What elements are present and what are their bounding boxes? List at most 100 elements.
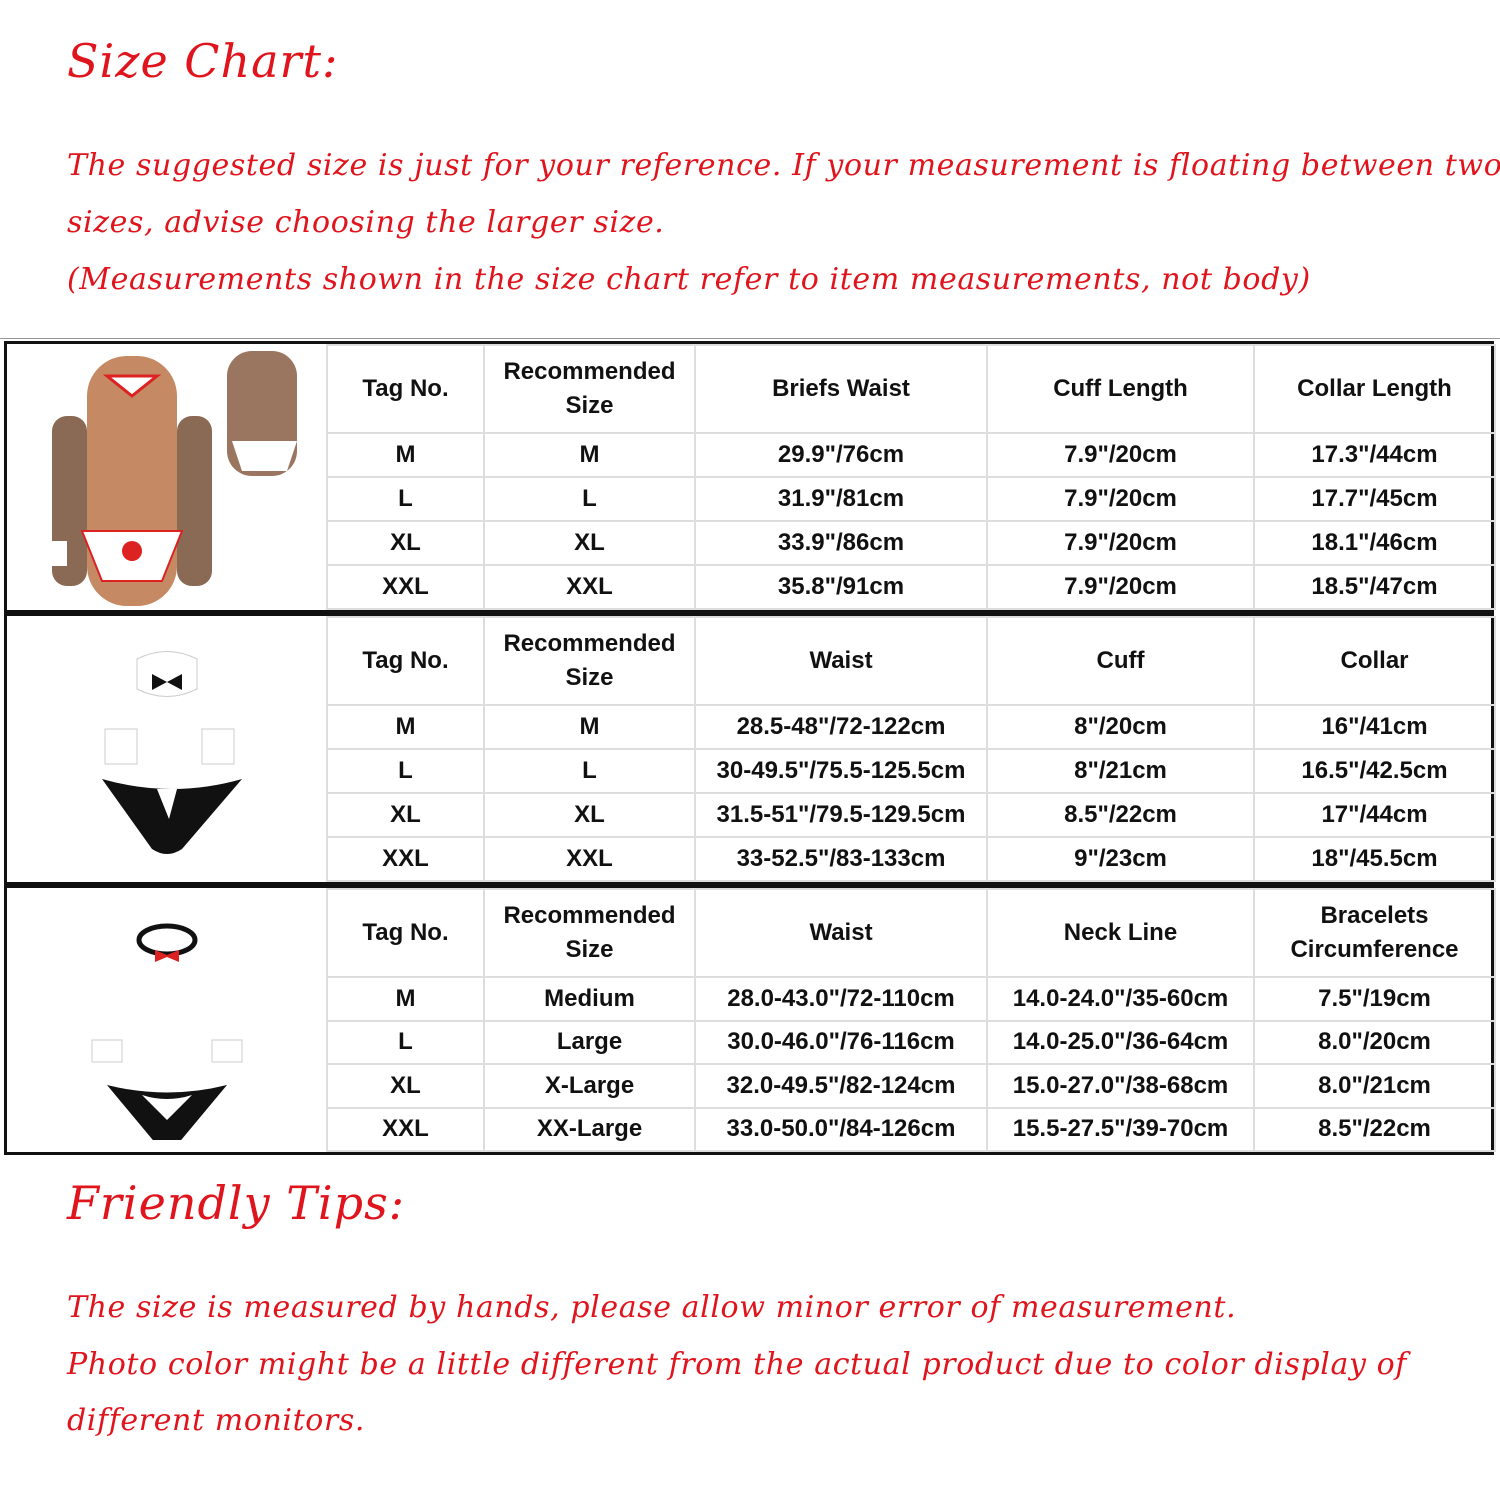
table-row: XXL XXL 33-52.5"/83-133cm 9"/23cm 18"/45.5cm <box>7 836 1496 882</box>
table-cell: 8.0"/20cm <box>1253 1019 1496 1065</box>
column-header: Collar <box>1253 616 1496 706</box>
header-row: Tag No. Recommended Size Waist Cuff Collar <box>7 616 1496 881</box>
table-cell: 7.9"/20cm <box>986 564 1255 610</box>
table-row: M Medium 28.0-43.0"/72-110cm 14.0-24.0"/35-… <box>7 976 1496 1022</box>
table-cell: 16"/41cm <box>1253 704 1496 750</box>
table-cell: 8.5"/22cm <box>1253 1106 1496 1152</box>
header-row: Tag No. Recommended Size Waist Neck Line Bra… <box>7 888 1496 1151</box>
table-cell: 7.9"/20cm <box>986 520 1255 566</box>
table-cell: 32.0-49.5"/82-124cm <box>694 1063 988 1109</box>
table-cell: 14.0-24.0"/35-60cm <box>986 976 1255 1022</box>
column-header: Briefs Waist <box>694 344 988 434</box>
table-cell: 28.0-43.0"/72-110cm <box>694 976 988 1022</box>
table-cell: XL <box>326 792 485 838</box>
table-cell: M <box>483 704 696 750</box>
table-cell: Large <box>483 1019 696 1065</box>
table-cell: XX-Large <box>483 1106 696 1152</box>
table-row: L L 31.9"/81cm 7.9"/20cm 17.7"/45cm <box>7 476 1496 522</box>
header-row: Tag No. Recommended Size Briefs Waist Cuff … <box>7 344 1496 609</box>
table-cell: XL <box>483 792 696 838</box>
table-row: XXL XX-Large 33.0-50.0"/84-126cm 15.5-27.5"… <box>7 1106 1496 1152</box>
column-header: Tag No. <box>326 888 485 978</box>
table-cell: XXL <box>326 836 485 882</box>
table-cell: L <box>483 476 696 522</box>
table-row: M M 28.5-48"/72-122cm 8"/20cm 16"/41cm <box>7 704 1496 750</box>
table-cell: 28.5-48"/72-122cm <box>694 704 988 750</box>
table-cell: 18"/45.5cm <box>1253 836 1496 882</box>
table-row: XXL XXL 35.8"/91cm 7.9"/20cm 18.5"/47cm <box>7 564 1496 610</box>
column-header: Tag No. <box>326 616 485 706</box>
table-cell: 8.5"/22cm <box>986 792 1255 838</box>
column-header: Recommended Size <box>483 616 696 706</box>
table-cell: X-Large <box>483 1063 696 1109</box>
table-cell: 33.0-50.0"/84-126cm <box>694 1106 988 1152</box>
table-cell: 30-49.5"/75.5-125.5cm <box>694 748 988 794</box>
table-cell: XXL <box>326 564 485 610</box>
column-header: Bracelets Circumference <box>1253 888 1496 978</box>
table-cell: L <box>483 748 696 794</box>
table-cell: 8"/21cm <box>986 748 1255 794</box>
intro-line-3: (Measurements shown in the size chart re… <box>67 262 1311 297</box>
size-table-3: Tag No. Recommended Size Waist Neck Line Bra… <box>4 885 1496 1155</box>
tip-line-2: Photo color might be a little different … <box>67 1347 1408 1382</box>
table-cell: 17"/44cm <box>1253 792 1496 838</box>
table-cell: 33-52.5"/83-133cm <box>694 836 988 882</box>
table-cell: 35.8"/91cm <box>694 564 988 610</box>
table-cell: XL <box>483 520 696 566</box>
column-header: Waist <box>694 888 988 978</box>
tips-title: Friendly Tips: <box>67 1176 406 1230</box>
table-cell: 18.5"/47cm <box>1253 564 1496 610</box>
table-cell: 31.5-51"/79.5-129.5cm <box>694 792 988 838</box>
product-image <box>7 617 328 881</box>
table-cell: XL <box>326 1063 485 1109</box>
table-cell: XXL <box>483 564 696 610</box>
table-cell: 15.5-27.5"/39-70cm <box>986 1106 1255 1152</box>
table-row: XL XL 31.5-51"/79.5-129.5cm 8.5"/22cm 17"/44… <box>7 792 1496 838</box>
table-cell: M <box>326 976 485 1022</box>
table-cell: 14.0-25.0"/36-64cm <box>986 1019 1255 1065</box>
table-cell: XXL <box>483 836 696 882</box>
product-image <box>7 345 328 609</box>
column-header: Cuff Length <box>986 344 1255 434</box>
table-cell: 31.9"/81cm <box>694 476 988 522</box>
table-cell: 15.0-27.0"/38-68cm <box>986 1063 1255 1109</box>
intro-line-1: The suggested size is just for your refe… <box>67 148 1500 183</box>
column-header: Waist <box>694 616 988 706</box>
column-header: Collar Length <box>1253 344 1496 434</box>
table-cell: 17.7"/45cm <box>1253 476 1496 522</box>
table-row: M M 29.9"/76cm 7.9"/20cm 17.3"/44cm <box>7 432 1496 478</box>
table-cell: 16.5"/42.5cm <box>1253 748 1496 794</box>
table-cell: M <box>326 432 485 478</box>
table-cell: 29.9"/76cm <box>694 432 988 478</box>
column-header: Recommended Size <box>483 344 696 434</box>
intro-line-2: sizes, advise choosing the larger size. <box>67 205 665 240</box>
table-row: L L 30-49.5"/75.5-125.5cm 8"/21cm 16.5"/42.5… <box>7 748 1496 794</box>
table-cell: 8"/20cm <box>986 704 1255 750</box>
table-cell: 9"/23cm <box>986 836 1255 882</box>
table-cell: 18.1"/46cm <box>1253 520 1496 566</box>
table-row: L Large 30.0-46.0"/76-116cm 14.0-25.0"/36-6… <box>7 1019 1496 1065</box>
table-cell: XL <box>326 520 485 566</box>
table-row: XL XL 33.9"/86cm 7.9"/20cm 18.1"/46cm <box>7 520 1496 566</box>
size-table-1: Tag No. Recommended Size Briefs Waist Cuff … <box>4 341 1496 613</box>
table-cell: 8.0"/21cm <box>1253 1063 1496 1109</box>
table-cell: 7.9"/20cm <box>986 476 1255 522</box>
tip-line-1: The size is measured by hands, please al… <box>67 1290 1237 1325</box>
table-cell: Medium <box>483 976 696 1022</box>
table-cell: L <box>326 748 485 794</box>
table-cell: 17.3"/44cm <box>1253 432 1496 478</box>
table-cell: 33.9"/86cm <box>694 520 988 566</box>
table-cell: L <box>326 476 485 522</box>
table-cell: 7.5"/19cm <box>1253 976 1496 1022</box>
table-cell: 7.9"/20cm <box>986 432 1255 478</box>
divider <box>0 338 1500 339</box>
column-header: Cuff <box>986 616 1255 706</box>
table-cell: M <box>326 704 485 750</box>
table-cell: 30.0-46.0"/76-116cm <box>694 1019 988 1065</box>
column-header: Recommended Size <box>483 888 696 978</box>
table-cell: L <box>326 1019 485 1065</box>
table-cell: XXL <box>326 1106 485 1152</box>
column-header: Tag No. <box>326 344 485 434</box>
table-row: XL X-Large 32.0-49.5"/82-124cm 15.0-27.0"/3… <box>7 1063 1496 1109</box>
tip-line-3: different monitors. <box>67 1403 365 1438</box>
